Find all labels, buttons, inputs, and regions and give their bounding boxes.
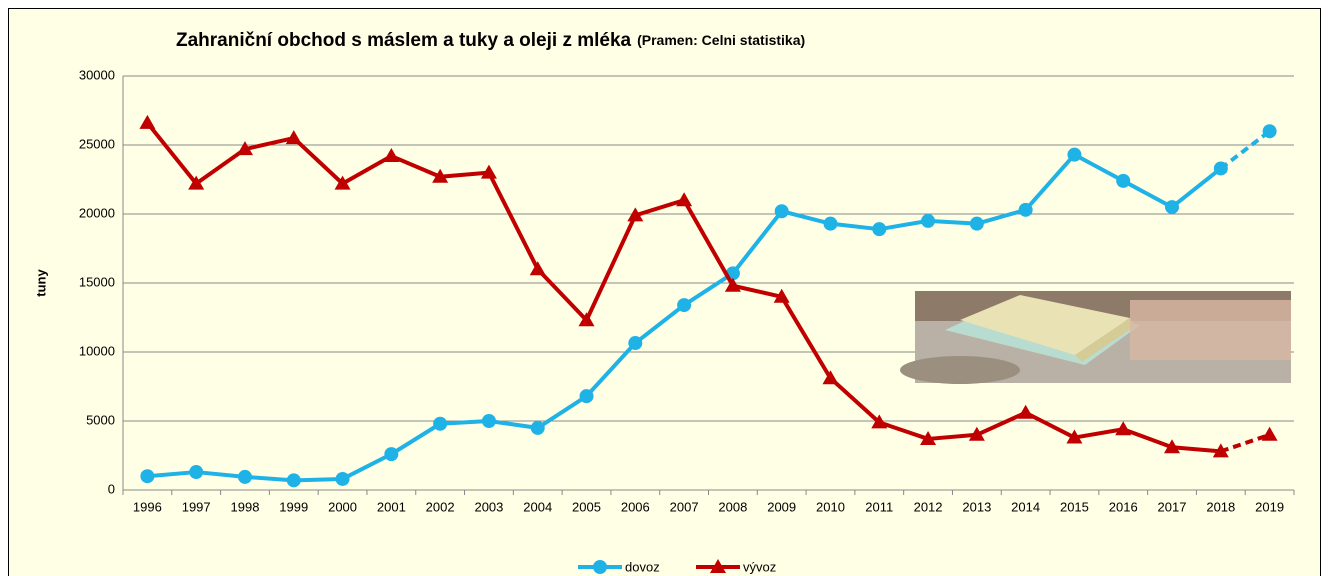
marker — [593, 560, 607, 574]
x-tick-label: 2010 — [816, 499, 845, 514]
x-tick-label: 2000 — [328, 499, 357, 514]
x-tick-label: 2006 — [621, 499, 650, 514]
legend-label: dovoz — [625, 559, 660, 574]
x-tick-label: 1998 — [231, 499, 260, 514]
x-tick-label: 2001 — [377, 499, 406, 514]
y-tick-label: 20000 — [79, 205, 115, 220]
marker — [773, 288, 790, 303]
x-tick-label: 2013 — [962, 499, 991, 514]
marker — [286, 473, 301, 488]
x-tick-label: 2005 — [572, 499, 601, 514]
series-line-dashed — [1220, 432, 1271, 454]
x-tick-label: 2017 — [1158, 499, 1187, 514]
chart-title: Zahraniční obchod s máslem a tuky a olej… — [176, 30, 805, 51]
x-tick-label: 2014 — [1011, 499, 1040, 514]
marker — [1262, 124, 1277, 139]
marker — [189, 465, 204, 480]
x-tick-label: 2007 — [670, 499, 699, 514]
marker — [774, 204, 789, 219]
x-tick-label: 2019 — [1255, 499, 1284, 514]
x-tick-label: 1996 — [133, 499, 162, 514]
marker — [433, 416, 448, 431]
marker — [1115, 421, 1132, 436]
x-tick-label: 2016 — [1109, 499, 1138, 514]
x-tick-label: 2009 — [767, 499, 796, 514]
marker — [822, 370, 839, 385]
marker — [578, 312, 595, 327]
y-axis-label: tuny — [33, 269, 48, 297]
marker — [1116, 173, 1131, 188]
plot: dovoz vývoz — [139, 114, 1278, 574]
marker — [921, 213, 936, 228]
marker — [1018, 202, 1033, 217]
marker — [432, 168, 449, 183]
x-tick-label: 1999 — [279, 499, 308, 514]
marker — [285, 130, 302, 145]
x-tick-label: 2011 — [865, 499, 893, 514]
marker — [140, 469, 155, 484]
x-tick-label: 2003 — [474, 499, 503, 514]
title: Zahraniční obchod s máslem a tuky a olej… — [176, 30, 632, 51]
marker — [529, 261, 546, 276]
marker — [530, 420, 545, 435]
marker — [628, 336, 643, 351]
marker — [335, 471, 350, 486]
marker — [139, 114, 156, 129]
x-tick-label: 2018 — [1206, 499, 1235, 514]
marker — [677, 298, 692, 313]
marker — [969, 216, 984, 231]
marker — [481, 414, 496, 428]
y-tick-label: 25000 — [79, 136, 115, 151]
marker — [384, 447, 399, 462]
marker — [872, 222, 887, 237]
marker — [383, 148, 400, 163]
marker — [334, 175, 351, 190]
subtitle: (Pramen: Celni statistika) — [637, 32, 805, 48]
y-tick-label: 15000 — [79, 274, 115, 289]
x-tick-label: 2004 — [523, 499, 552, 514]
x-tick-label: 1997 — [182, 499, 211, 514]
marker — [480, 164, 497, 179]
marker — [676, 192, 693, 207]
marker — [920, 430, 937, 445]
y-tick-label: 10000 — [79, 343, 115, 358]
marker — [1164, 439, 1181, 454]
x-tick-label: 2008 — [718, 499, 747, 514]
series-line-dashed — [1219, 129, 1271, 171]
marker — [579, 389, 594, 404]
marker — [188, 175, 205, 190]
marker — [627, 207, 644, 222]
marker — [1165, 200, 1180, 215]
marker — [1213, 161, 1228, 176]
x-tick-label: 2015 — [1060, 499, 1089, 514]
marker — [1212, 443, 1229, 458]
marker — [710, 559, 726, 573]
x-tick-label: 2002 — [426, 499, 455, 514]
y-tick-label: 30000 — [79, 67, 115, 82]
marker — [871, 414, 888, 429]
y-tick-label: 5000 — [86, 412, 115, 427]
marker — [1067, 147, 1082, 162]
marker — [236, 141, 253, 156]
marker — [823, 216, 838, 231]
photo — [900, 291, 1291, 384]
marker — [968, 426, 985, 441]
marker — [237, 469, 252, 484]
marker — [724, 277, 741, 292]
y-tick-label: 0 — [108, 481, 115, 496]
marker — [1066, 429, 1083, 444]
marker — [1017, 404, 1034, 419]
x-tick-label: 2012 — [914, 499, 943, 514]
legend-label: vývoz — [743, 559, 776, 574]
marker — [1261, 426, 1278, 441]
